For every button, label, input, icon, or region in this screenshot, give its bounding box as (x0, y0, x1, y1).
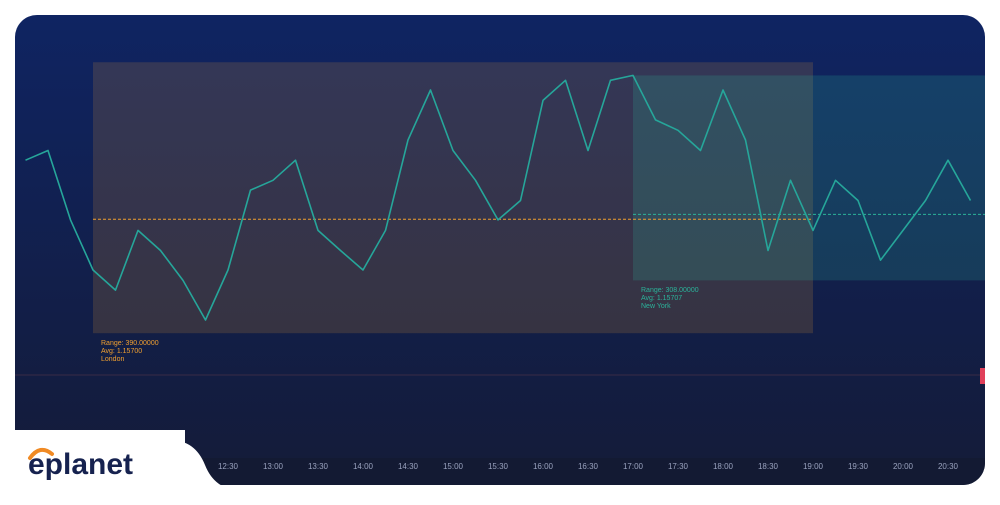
logo-swoosh (28, 447, 54, 460)
x-tick-label: 14:00 (353, 462, 374, 471)
x-tick-label: 16:30 (578, 462, 599, 471)
brand-logo: eplanet (28, 448, 133, 481)
logo-panel (0, 430, 185, 500)
x-tick-label: 17:30 (668, 462, 689, 471)
x-tick-label: 13:30 (308, 462, 329, 471)
x-tick-label: 19:30 (848, 462, 869, 471)
session-box (93, 62, 813, 334)
x-tick-label: 12:30 (218, 462, 239, 471)
price-line (25, 74, 972, 321)
x-tick-label: 17:00 (623, 462, 644, 471)
x-tick-label: 15:00 (443, 462, 464, 471)
x-tick-label: 13:00 (263, 462, 284, 471)
x-tick-label: 16:00 (533, 462, 554, 471)
price-marker (980, 368, 985, 384)
session-label: Range: 308.00000 (641, 287, 699, 294)
x-tick-label: 14:30 (398, 462, 419, 471)
x-tick-label: 18:00 (713, 462, 734, 471)
session-label: Avg: 1.15700 (101, 348, 142, 355)
session-label: Range: 390.00000 (101, 340, 159, 347)
session-box (633, 75, 985, 281)
x-tick-label: 19:00 (803, 462, 824, 471)
session-label: New York (641, 303, 671, 310)
x-tick-label: 18:30 (758, 462, 779, 471)
session-label: London (101, 356, 124, 363)
x-tick-label: 20:00 (893, 462, 914, 471)
session-label: Avg: 1.15707 (641, 295, 682, 302)
x-tick-label: 20:30 (938, 462, 959, 471)
x-tick-label: 15:30 (488, 462, 509, 471)
